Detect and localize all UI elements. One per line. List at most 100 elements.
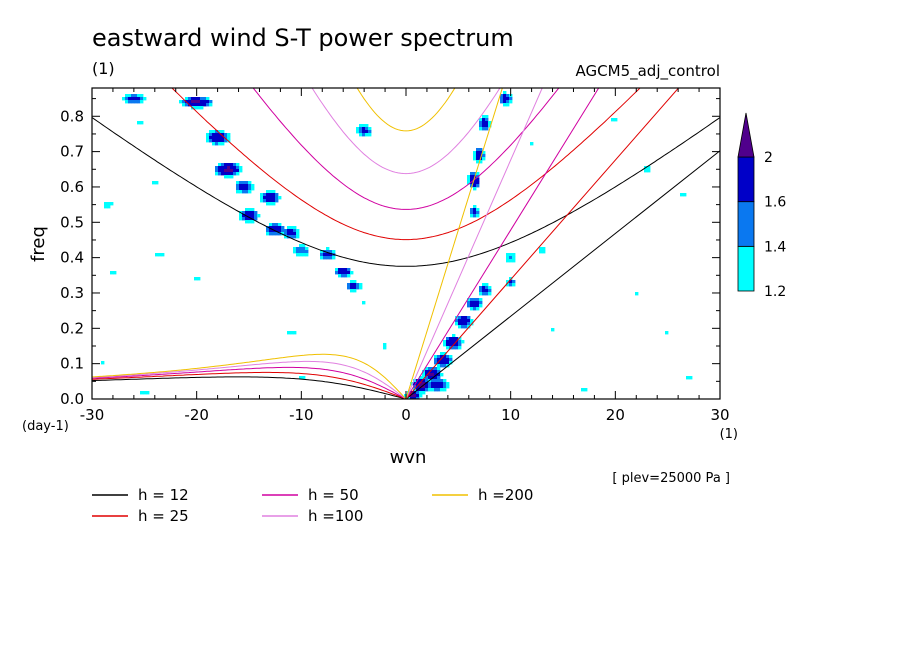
contour-cell	[137, 100, 141, 104]
contour-cell	[476, 184, 480, 188]
contour-cell	[227, 136, 231, 140]
contour-cell	[470, 214, 474, 218]
contour-cell	[233, 163, 237, 167]
contour-cell	[359, 283, 363, 287]
contour-cell	[479, 292, 483, 296]
contour-cell	[278, 223, 282, 227]
contour-cell	[362, 301, 366, 305]
colorbar-label: 1.4	[764, 239, 786, 255]
contour-cell	[473, 304, 477, 308]
axis-ticks: -30 -20 -10 0 10 20 30 0.0 0.1 0.2 0.3 0.4 0.5 0.6 0.7…	[60, 88, 730, 424]
contour-cell	[224, 175, 228, 179]
contour-cell	[212, 142, 216, 146]
contour-cell	[437, 376, 441, 380]
contour-cell	[128, 94, 132, 98]
contour-cell	[242, 211, 246, 215]
contour-cell	[479, 286, 483, 290]
contour-cell	[266, 196, 270, 200]
contour-cell	[245, 190, 249, 194]
contour-cell	[215, 169, 219, 173]
contour-cell	[485, 115, 489, 119]
contour-cell	[200, 100, 204, 104]
contour-cell	[473, 151, 477, 155]
contour-cell	[476, 151, 480, 155]
contour-cell	[269, 226, 273, 230]
x-tick-label: 30	[710, 406, 729, 424]
contour-cell	[383, 346, 387, 350]
contour-cell	[236, 190, 240, 194]
x-tick-label: 10	[501, 406, 520, 424]
contour-cell	[326, 253, 330, 257]
contour-cell	[422, 370, 426, 374]
contour-cell	[212, 133, 216, 137]
contour-cell	[251, 208, 255, 212]
contour-cell	[269, 196, 273, 200]
y-tick-label: 0.4	[60, 249, 84, 267]
contour-cell	[350, 271, 354, 275]
contour-cell	[266, 190, 270, 194]
contour-cell	[422, 388, 426, 392]
contour-cell	[284, 229, 288, 233]
contour-cell	[191, 97, 195, 101]
contour-cell	[287, 229, 291, 233]
contour-cell	[365, 127, 369, 131]
contour-cell	[239, 190, 243, 194]
gravity-wave-h100	[311, 88, 501, 175]
contour-cell	[359, 133, 363, 137]
contour-cell	[227, 163, 231, 167]
contour-cell	[293, 250, 297, 254]
contour-cell	[236, 184, 240, 188]
contour-cell	[248, 181, 252, 185]
kelvin-wave-h100	[405, 88, 543, 399]
contour-cell	[416, 385, 420, 389]
contour-cell	[188, 97, 192, 101]
contour-cell	[479, 301, 483, 305]
contour-cell	[476, 214, 480, 218]
contour-cell	[227, 133, 231, 137]
contour-cell	[425, 370, 429, 374]
contour-cell	[236, 169, 240, 173]
contour-cell	[293, 235, 297, 239]
power-contours	[101, 91, 693, 399]
contour-cell	[185, 97, 189, 101]
contour-cell	[359, 127, 363, 131]
contour-cell	[467, 178, 471, 182]
contour-cell	[299, 376, 303, 380]
y-tick-label: 0.1	[60, 355, 84, 373]
contour-cell	[350, 286, 354, 290]
contour-cell	[476, 178, 480, 182]
chart-subtitle-right: AGCM5_adj_control	[576, 62, 720, 81]
contour-cell	[437, 367, 441, 371]
contour-cell	[410, 397, 414, 399]
contour-cell	[221, 163, 225, 167]
contour-cell	[488, 121, 492, 125]
contour-cell	[188, 100, 192, 104]
contour-cell	[209, 100, 213, 104]
contour-cell	[146, 391, 150, 395]
contour-cell	[215, 133, 219, 137]
contour-cell	[230, 172, 234, 176]
contour-cell	[485, 289, 489, 293]
contour-cell	[422, 379, 426, 383]
contour-cell	[362, 133, 366, 137]
contour-cell	[140, 391, 144, 395]
contour-cell	[362, 130, 366, 134]
contour-cell	[443, 364, 447, 368]
contour-cell	[260, 193, 264, 197]
contour-cell	[134, 97, 138, 101]
contour-cell	[275, 226, 279, 230]
contour-cell	[272, 223, 276, 227]
contour-cell	[272, 193, 276, 197]
contour-cell	[437, 361, 441, 365]
contour-cell	[203, 103, 207, 107]
contour-cell	[443, 385, 447, 389]
contour-cell	[137, 97, 141, 101]
contour-cell	[248, 184, 252, 188]
x-axis-unit: (1)	[720, 427, 738, 442]
contour-cell	[506, 253, 510, 257]
contour-cell	[413, 382, 417, 386]
contour-cell	[473, 184, 477, 188]
contour-cell	[686, 376, 690, 380]
contour-cell	[215, 136, 219, 140]
contour-cell	[422, 391, 426, 395]
